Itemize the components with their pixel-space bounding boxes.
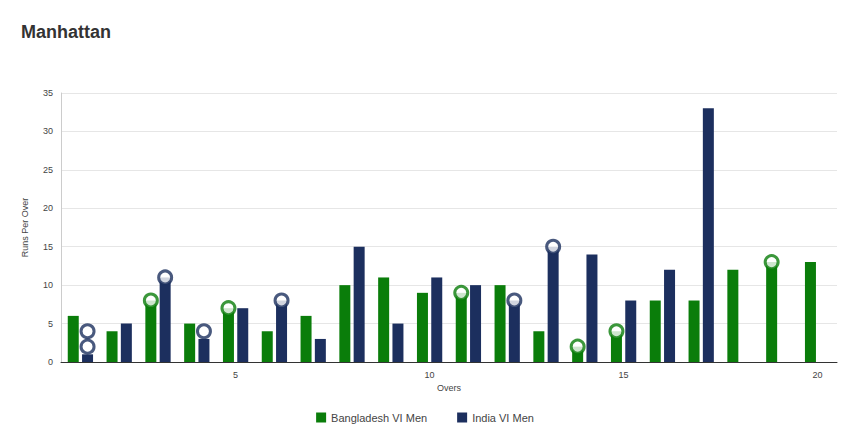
svg-text:35: 35 [43, 88, 53, 98]
svg-text:0: 0 [48, 357, 53, 367]
svg-text:5: 5 [233, 370, 238, 380]
svg-text:Overs: Overs [437, 383, 462, 393]
svg-text:20: 20 [43, 203, 53, 213]
svg-text:15: 15 [619, 370, 629, 380]
svg-text:10: 10 [425, 370, 435, 380]
svg-text:India VI Men: India VI Men [472, 412, 534, 424]
svg-text:10: 10 [43, 280, 53, 290]
svg-text:Bangladesh VI Men: Bangladesh VI Men [331, 412, 427, 424]
svg-text:20: 20 [813, 370, 823, 380]
svg-text:30: 30 [43, 126, 53, 136]
svg-text:Runs Per Over: Runs Per Over [20, 198, 30, 258]
svg-text:25: 25 [43, 165, 53, 175]
svg-text:5: 5 [48, 319, 53, 329]
svg-text:15: 15 [43, 242, 53, 252]
svg-text:Manhattan: Manhattan [21, 22, 111, 42]
